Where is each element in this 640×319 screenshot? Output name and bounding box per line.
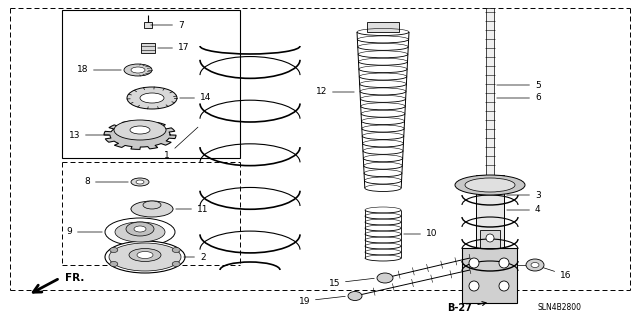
- Ellipse shape: [172, 248, 180, 253]
- Ellipse shape: [130, 126, 150, 134]
- Text: 1: 1: [164, 127, 198, 160]
- Ellipse shape: [137, 251, 153, 258]
- Ellipse shape: [110, 248, 118, 253]
- Ellipse shape: [114, 120, 166, 140]
- Text: 2: 2: [184, 253, 205, 262]
- Text: 10: 10: [404, 229, 438, 239]
- Ellipse shape: [377, 273, 393, 283]
- Text: 17: 17: [158, 43, 189, 53]
- Circle shape: [469, 281, 479, 291]
- Text: 3: 3: [507, 190, 541, 199]
- Text: SLN4B2800: SLN4B2800: [538, 303, 582, 313]
- Bar: [476, 175, 504, 248]
- Circle shape: [469, 258, 479, 268]
- Ellipse shape: [140, 93, 164, 103]
- Ellipse shape: [136, 180, 144, 184]
- Ellipse shape: [105, 218, 175, 246]
- Text: B-27: B-27: [447, 302, 486, 313]
- Text: 15: 15: [328, 278, 374, 287]
- Ellipse shape: [172, 262, 180, 266]
- Ellipse shape: [134, 226, 146, 232]
- Ellipse shape: [124, 64, 152, 76]
- Ellipse shape: [143, 201, 161, 209]
- Ellipse shape: [131, 205, 173, 213]
- Bar: [486, 8, 494, 180]
- Ellipse shape: [110, 262, 118, 266]
- Ellipse shape: [131, 178, 149, 186]
- Circle shape: [486, 234, 494, 242]
- Ellipse shape: [526, 259, 544, 271]
- Bar: [144, 22, 152, 28]
- Text: 16: 16: [538, 266, 572, 279]
- Bar: [480, 230, 500, 248]
- Text: 5: 5: [497, 80, 541, 90]
- Text: 11: 11: [176, 204, 209, 213]
- Ellipse shape: [531, 263, 539, 268]
- Text: 18: 18: [77, 65, 121, 75]
- Ellipse shape: [109, 243, 181, 271]
- Circle shape: [499, 281, 509, 291]
- Ellipse shape: [455, 175, 525, 195]
- Bar: [141, 43, 155, 53]
- Text: 13: 13: [68, 130, 109, 139]
- Ellipse shape: [129, 249, 161, 262]
- Bar: [62, 10, 240, 158]
- Ellipse shape: [348, 292, 362, 300]
- Bar: [462, 248, 517, 303]
- Ellipse shape: [126, 222, 154, 236]
- Bar: [367, 22, 399, 32]
- Text: 19: 19: [298, 296, 345, 306]
- Text: 7: 7: [151, 20, 184, 29]
- Text: 8: 8: [84, 177, 128, 187]
- Text: 12: 12: [316, 87, 354, 97]
- Ellipse shape: [131, 67, 145, 73]
- Text: 6: 6: [497, 93, 541, 102]
- Ellipse shape: [465, 178, 515, 192]
- Ellipse shape: [131, 201, 173, 217]
- Ellipse shape: [105, 241, 185, 273]
- Text: 4: 4: [507, 205, 541, 214]
- Polygon shape: [104, 121, 176, 149]
- Text: FR.: FR.: [65, 273, 84, 283]
- Text: 14: 14: [180, 93, 211, 102]
- Circle shape: [499, 258, 509, 268]
- Ellipse shape: [127, 87, 177, 109]
- Ellipse shape: [115, 222, 165, 242]
- Text: 9: 9: [67, 227, 102, 236]
